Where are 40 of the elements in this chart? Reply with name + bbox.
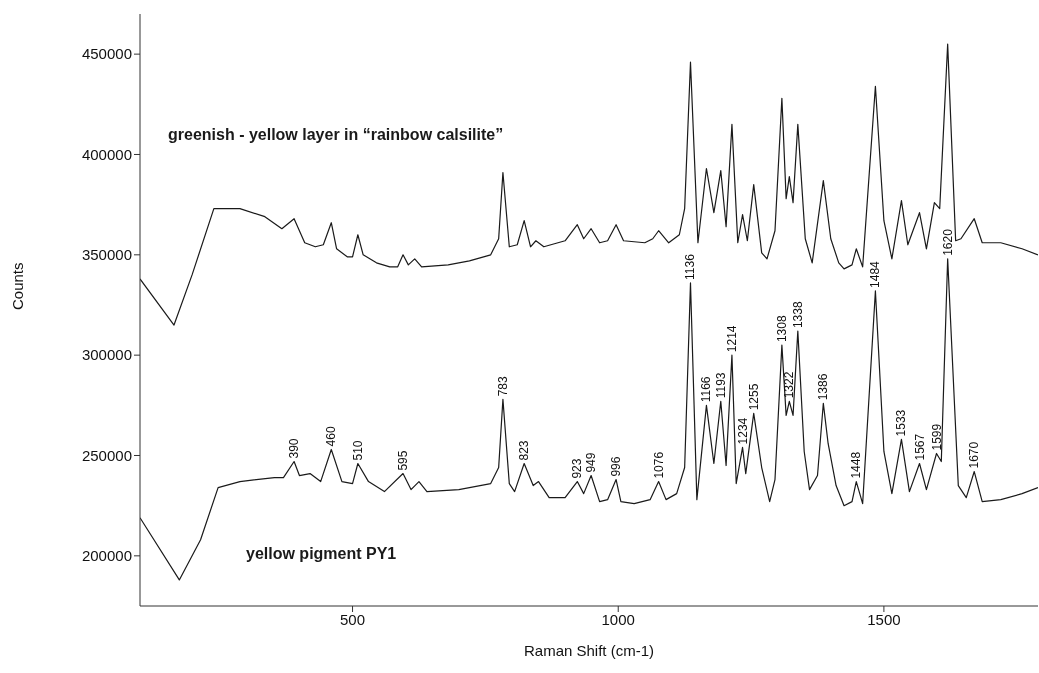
y-tick-label: 400000 [81,145,132,163]
x-tick-label: 1000 [601,610,635,628]
annotation: 1193 [713,372,728,399]
y-axis-title: Counts [9,262,27,310]
annotation: 1322 [782,371,797,399]
annotation: 1386 [816,373,831,401]
annotation: 1076 [651,451,666,479]
text: yellow pigment PY1 [246,545,397,563]
annotation: 1567 [912,433,927,461]
annotation: 1670 [967,441,982,469]
annotation: 783 [495,375,510,397]
x-axis-title: Raman Shift (cm-1) [523,642,655,659]
x-tick-label: 500 [340,610,366,628]
annotation: 510 [350,440,365,461]
annotation: 595 [396,450,411,471]
annotation: 1136 [683,253,698,280]
annotation: 949 [584,452,599,473]
annotation: 1234 [735,417,750,445]
y-tick-label: 250000 [81,446,132,464]
annotation: 1214 [724,325,739,353]
annotation: 1620 [940,228,955,256]
annotation: 823 [517,440,532,461]
y-tick-label: 300000 [81,346,132,364]
annotation: 923 [570,458,585,479]
y-tick-label: 450000 [81,45,132,63]
annotation: 390 [287,438,302,459]
annotation: 996 [609,456,624,477]
annotation: 1533 [894,409,909,437]
x-tick-label: 1500 [867,610,901,628]
annotation: 1338 [790,301,805,329]
annotation: 1599 [929,423,944,451]
annotation: 1166 [699,376,714,403]
series-label: greenish - yellow layer in “rainbow calsilite” [168,126,504,144]
annotation: 1255 [746,383,761,411]
annotation: 1448 [849,451,864,479]
y-tick-label: 200000 [81,547,132,565]
annotation: 1308 [774,315,789,343]
annotation: 460 [324,426,339,447]
annotation: 1484 [868,260,883,288]
y-tick-label: 350000 [81,246,132,264]
